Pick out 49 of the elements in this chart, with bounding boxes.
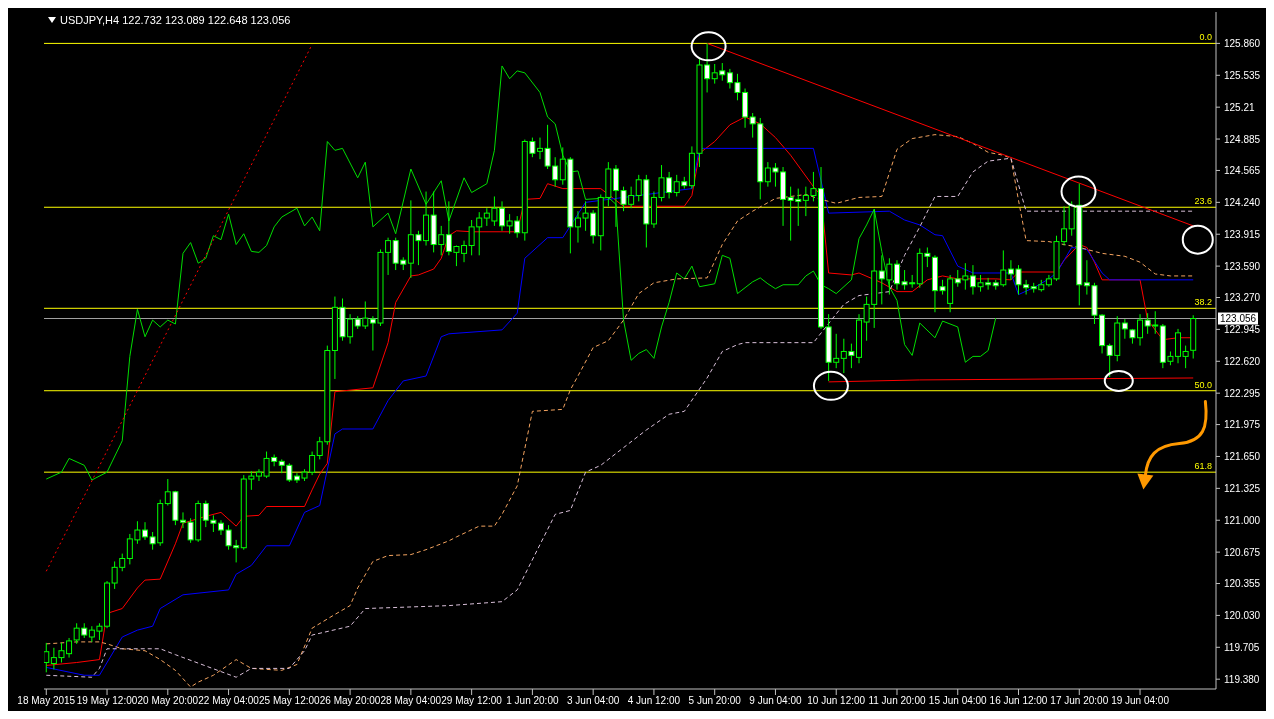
candlestick [1190,314,1197,360]
x-tick-label: 19 Jun 04:00 [1111,695,1170,707]
y-tick-label: 124.885 [1224,133,1261,145]
y-tick-label: 124.240 [1224,196,1261,208]
ref-line-label: 123.056 [1220,313,1257,325]
y-tick-label: 120.030 [1224,609,1261,621]
y-tick-label: 122.295 [1224,387,1261,399]
x-tick-label: 17 Jun 20:00 [1050,695,1109,707]
y-tick-label: 120.675 [1224,546,1261,558]
x-tick-label: 28 May 04:00 [380,695,442,707]
x-tick-label: 9 Jun 04:00 [749,695,803,707]
x-tick-label: 22 May 04:00 [198,695,260,707]
x-tick-label: 15 Jun 04:00 [928,695,988,707]
y-tick-label: 121.975 [1224,419,1261,431]
annotation: 50.0 [1194,379,1212,390]
x-tick-label: 29 May 12:00 [441,695,503,707]
y-tick-label: 122.945 [1224,323,1261,335]
x-tick-label: 10 Jun 12:00 [807,695,866,707]
x-tick-label: 16 Jun 12:00 [989,695,1048,707]
annotation: 23.6 [1194,196,1212,207]
x-tick-label: 4 Jun 12:00 [627,695,681,707]
x-tick-label: 3 Jun 04:00 [567,695,620,707]
y-tick-label: 121.325 [1224,482,1261,494]
y-tick-label: 119.705 [1224,641,1260,653]
y-tick-label: 119.380 [1224,673,1260,685]
x-tick-label: 18 May 2015 [17,695,76,707]
x-tick-label: 5 Jun 20:00 [688,695,742,707]
y-tick-label: 123.915 [1224,228,1261,240]
y-tick-label: 124.565 [1224,164,1261,176]
x-tick-label: 26 May 20:00 [319,695,381,707]
y-tick-label: 121.650 [1224,450,1261,462]
y-tick-label: 123.590 [1224,260,1261,272]
y-tick-label: 125.860 [1224,37,1261,49]
y-tick-label: 122.620 [1224,355,1261,367]
y-tick-label: 123.270 [1224,292,1261,304]
y-tick-label: 120.355 [1224,578,1261,590]
x-tick-label: 20 May 20:00 [137,695,199,707]
x-tick-label: 19 May 12:00 [76,695,138,707]
x-tick-label: 1 Jun 20:00 [506,695,559,707]
annotation: 38.2 [1194,297,1212,308]
annotation: 61.8 [1194,461,1212,472]
y-tick-label: 125.21 [1224,101,1256,113]
y-tick-label: 125.535 [1224,69,1261,81]
annotation: 0.0 [1199,32,1212,43]
x-tick-label: 11 Jun 20:00 [868,695,926,707]
chart-title: USDJPY,H4 122.732 123.089 122.648 123.056 [60,14,291,26]
y-tick-label: 121.000 [1224,514,1261,526]
x-tick-label: 25 May 12:00 [259,695,321,707]
line-series [45,65,997,481]
